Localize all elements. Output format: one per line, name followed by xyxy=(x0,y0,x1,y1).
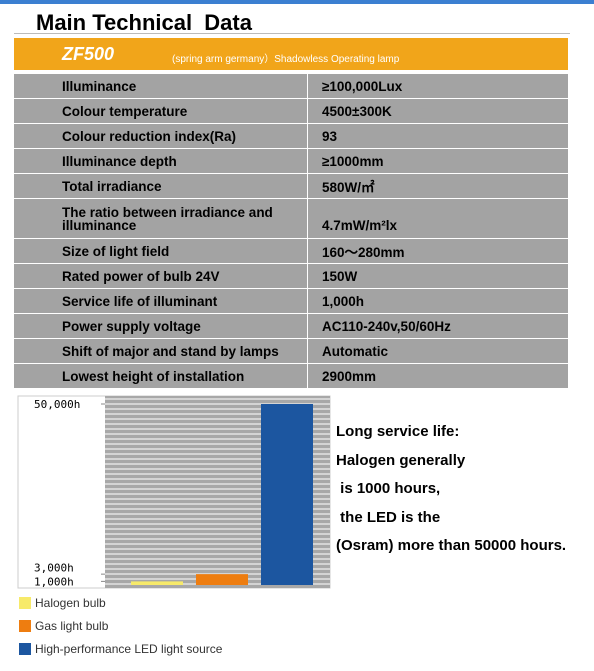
spec-label: The ratio between irradiance and illumin… xyxy=(62,204,273,233)
legend-swatch xyxy=(19,597,31,609)
spec-label: Colour temperature xyxy=(62,103,188,119)
spec-value: 580W/㎡ xyxy=(307,174,568,198)
description: (spring arm germany）Shadowless Operating… xyxy=(172,54,400,65)
legend-swatch xyxy=(19,643,31,655)
note: Long service life: Halogen generally is 1… xyxy=(336,418,566,561)
spec-table: Illuminance ≥100,000Lux Colour temperature… xyxy=(14,74,568,389)
note-line: Halogen generally xyxy=(336,451,466,469)
bar xyxy=(196,574,248,585)
y-tick-label: 3,000h xyxy=(34,561,74,574)
legend-swatch xyxy=(19,620,31,632)
spec-label: Size of light field xyxy=(62,243,170,259)
y-tick-label: 1,000h xyxy=(34,575,74,588)
spec-label: Service life of illuminant xyxy=(62,293,218,309)
spec-value: 2900mm xyxy=(307,364,568,388)
legend-label: Halogen bulb xyxy=(35,596,106,610)
table-row: Shift of major and stand by lamps Automat… xyxy=(14,339,568,363)
spec-value: Automatic xyxy=(307,339,568,363)
table-row: Power supply voltage AC110-240v,50/60Hz xyxy=(14,314,568,338)
note-line: (Osram) more than 50000 hours. xyxy=(336,537,567,554)
model: ZF500 xyxy=(62,44,115,64)
spec-value: 160～280mm xyxy=(307,239,568,263)
table-row: Illuminance ≥100,000Lux xyxy=(14,74,568,98)
bar xyxy=(131,581,183,585)
title-rule xyxy=(14,33,570,34)
spec-label: Lowest height of installation xyxy=(62,368,245,384)
banner: ZF500 (spring arm germany）Shadowless Ope… xyxy=(14,38,568,70)
note-line: is 1000 hours, xyxy=(336,480,441,497)
table-row: Colour temperature 4500±300K xyxy=(14,99,568,123)
note-line: Long service life: xyxy=(336,423,460,440)
table-row: Illuminance depth ≥1000mm xyxy=(14,149,568,173)
legend-label: High-performance LED light source xyxy=(35,642,223,656)
spec-label: Illuminance xyxy=(62,78,137,94)
spec-label: Total irradiance xyxy=(62,178,162,194)
spec-label: Power supply voltage xyxy=(62,318,201,334)
spec-label: Colour reduction index(Ra) xyxy=(62,128,237,144)
top-line xyxy=(0,0,594,4)
spec-value: ≥1000mm xyxy=(307,149,568,173)
spec-value: 4500±300K xyxy=(307,99,568,123)
bar xyxy=(261,404,313,585)
title: Main Technical Data xyxy=(36,10,252,35)
spec-label: Rated power of bulb 24V xyxy=(62,268,220,284)
table-row: Lowest height of installation 2900mm xyxy=(14,364,568,388)
spec-value: 93 xyxy=(307,124,568,148)
table-row: The ratio between irradiance and illumin… xyxy=(14,199,568,238)
spec-value: 1,000h xyxy=(307,289,568,313)
spec-label: Shift of major and stand by lamps xyxy=(62,343,279,359)
table-row: Size of light field 160～280mm xyxy=(14,239,568,263)
y-tick-label: 50,000h xyxy=(34,398,80,411)
table-row: Service life of illuminant 1,000h xyxy=(14,289,568,313)
legend-label: Gas light bulb xyxy=(35,619,109,633)
spec-value: 4.7mW/m²lx xyxy=(307,199,568,238)
table-row: Total irradiance 580W/㎡ xyxy=(14,174,568,198)
table-row: Rated power of bulb 24V 150W xyxy=(14,264,568,288)
spec-value: 150W xyxy=(307,264,568,288)
note-line: the LED is the xyxy=(336,508,441,526)
table-row: Colour reduction index(Ra) 93 xyxy=(14,124,568,148)
spec-label: Illuminance depth xyxy=(62,153,177,169)
spec-value: ≥100,000Lux xyxy=(307,74,568,98)
spec-value: AC110-240v,50/60Hz xyxy=(307,314,568,338)
